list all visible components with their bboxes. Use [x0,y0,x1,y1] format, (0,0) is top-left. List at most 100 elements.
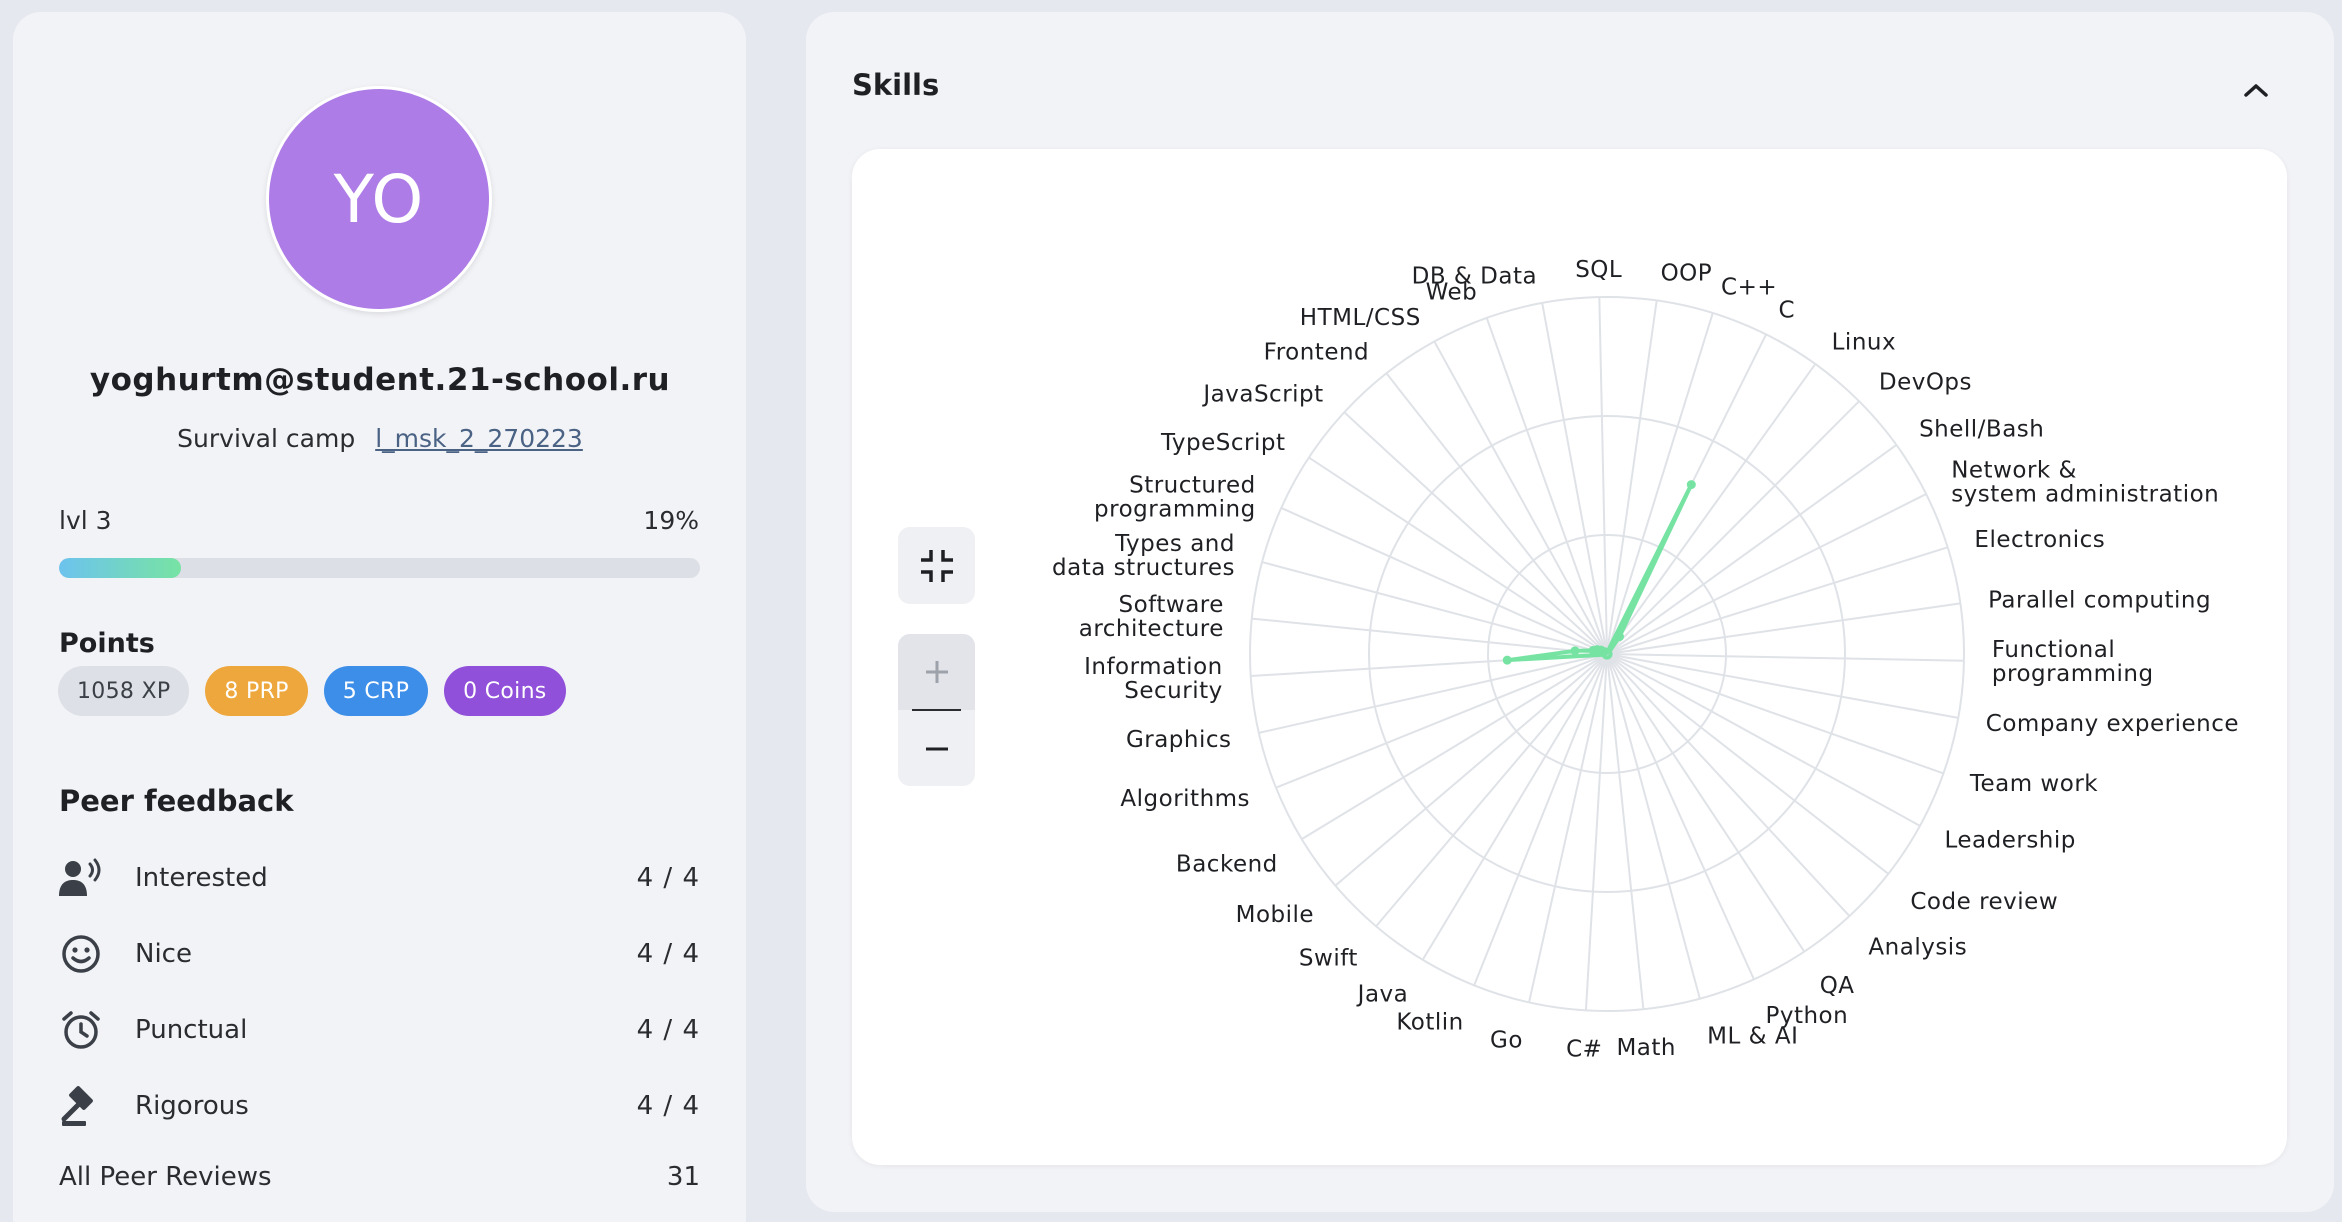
radar-axis-label: Mobile [1236,902,1314,928]
feedback-row-interested: Interested 4 / 4 [59,858,700,898]
gavel-icon [59,1084,103,1128]
feedback-row-punctual: Punctual 4 / 4 [59,1010,700,1050]
all-reviews-label: All Peer Reviews [59,1162,272,1192]
zoom-out-button[interactable] [898,711,975,786]
radar-spoke [1606,653,1806,953]
radar-spoke [1598,297,1608,655]
peer-feedback-title: Peer feedback [59,784,294,818]
radar-axis-label: DevOps [1879,369,1972,395]
radar-spoke [1433,341,1608,655]
radar-point[interactable] [1502,655,1512,665]
feedback-label: Punctual [135,1015,248,1045]
radar-axis-label: Software architecture [1079,592,1224,642]
radar-spoke [1280,507,1608,655]
radar-axis-label: Math [1616,1035,1676,1061]
radar-axis-label: Parallel computing [1988,587,2211,613]
radar-axis-label: Swift [1299,946,1358,972]
radar-ring [1368,415,1846,893]
radar-axis-label: Backend [1176,852,1278,878]
feedback-value: 4 / 4 [636,1015,700,1045]
alarm-clock-icon [59,1008,103,1052]
radar-axis-label: Go [1490,1028,1523,1054]
radar-spoke [1606,653,1755,980]
radar-spoke [1606,546,1948,655]
radar-spoke [1606,653,1645,1010]
xp-badge: 1058 XP [58,666,190,716]
campus-label: Survival camp [177,424,356,453]
level-progress-fill [59,558,181,578]
zoom-controls [898,634,975,786]
radar-spoke [1606,653,1921,827]
radar-spoke [1606,493,1927,655]
radar-spoke [1606,653,1889,875]
radar-spoke [1251,617,1608,655]
radar-point[interactable] [1599,647,1609,657]
radar-spoke [1473,653,1608,986]
radar-spoke [1606,444,1897,655]
radar-axis-label: Algorithms [1120,786,1250,812]
radar-axis-label: Analysis [1868,935,1967,961]
radar-point[interactable] [1570,646,1580,656]
wave-link[interactable]: l_msk_2_270223 [375,424,583,453]
level-percent: 19% [643,506,699,535]
all-peer-reviews-row[interactable]: All Peer Reviews 31 [59,1162,700,1192]
level-row: lvl 3 19% [59,506,699,535]
radar-spoke [1606,653,1944,775]
radar-spoke [1275,653,1608,789]
radar-series [1502,480,1696,665]
radar-spoke [1308,456,1608,655]
radar-spoke [1261,561,1608,655]
radar-spoke [1541,302,1608,655]
collapse-skills-button[interactable] [2236,70,2276,110]
radar-axis-label: QA [1820,973,1855,999]
radar-axis-label: Network & system administration [1951,458,2219,508]
radar-axis-label: Types and data structures [1052,531,1235,581]
fit-view-button[interactable] [898,527,975,604]
level-progress-bar [59,558,700,578]
radar-axis-label: Linux [1832,329,1896,355]
zoom-in-button[interactable] [898,634,975,710]
radar-axis-label: Shell/Bash [1919,417,2044,443]
minus-icon [925,747,948,750]
prp-badge: 8 PRP [205,666,308,716]
level-label: lvl 3 [59,506,112,535]
radar-point[interactable] [1614,632,1624,642]
radar-spoke [1584,653,1608,1011]
radar-spoke [1528,653,1608,1003]
radar-spoke [1375,653,1608,927]
skills-title: Skills [852,68,940,102]
feedback-label: Nice [135,939,192,969]
radar-axis-label: HTML/CSS [1300,305,1421,331]
radar-point[interactable] [1686,480,1696,490]
zoom-divider [912,709,961,711]
interested-icon [59,856,103,900]
radar-axis-label: Leadership [1944,827,2075,853]
radar-axis-labels: OOP C++C Linux DevOps Shell/Bash Network & sys… [1052,257,2239,1062]
chevron-up-icon [2244,84,2268,97]
radar-spoke [1385,372,1608,655]
coins-badge: 0 Coins [444,666,566,716]
campus-info: Survival camp l_msk_2_270223 [0,424,760,453]
radar-spoke [1606,653,1959,719]
smile-icon [59,932,103,976]
radar-spoke [1258,653,1608,734]
points-title: Points [59,628,155,659]
radar-spoke [1606,300,1658,655]
radar-axis-label: ML & AI [1707,1024,1798,1050]
radar-axis-label: C++ [1721,274,1777,300]
radar-spoke [1485,317,1608,655]
avatar-initials: YO [333,160,425,238]
radar-axis-label: Java [1356,982,1409,1008]
radar-spoke [1334,653,1608,887]
radar-axis-label: Kotlin [1396,1009,1463,1035]
radar-spoke [1606,363,1817,655]
radar-axis-label: SQL [1575,257,1622,283]
radar-axis-label: DB & Data [1412,263,1537,289]
radar-axis-label: Information Security [1084,654,1223,704]
radar-axis-label: Functional programming [1992,637,2154,687]
radar-axis-label: C# [1566,1036,1602,1062]
radar-spoke [1421,653,1608,961]
collapse-arrows-icon [920,549,953,582]
radar-spoke [1606,653,1851,917]
radar-axis-label: Code review [1910,889,2058,915]
